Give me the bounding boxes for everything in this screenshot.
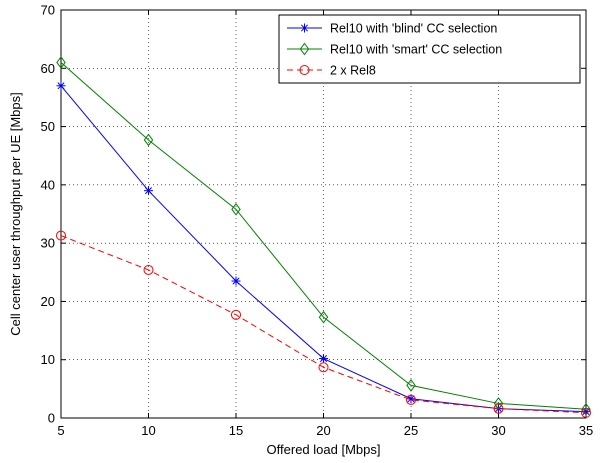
series-line (60, 62, 587, 410)
y-tick-label: 0 (48, 411, 55, 426)
data-point (143, 264, 154, 275)
series-1 (56, 56, 591, 416)
x-tick-label: 35 (579, 423, 593, 438)
legend-entry: Rel10 with 'smart' CC selection (287, 43, 502, 57)
data-point (318, 362, 329, 373)
data-point-stroke (144, 187, 153, 195)
data-point-stroke (232, 277, 240, 285)
legend-marker-stroke (300, 24, 309, 32)
data-point (56, 81, 66, 91)
data-point (143, 133, 154, 147)
y-tick-label: 30 (41, 236, 55, 251)
series-group (56, 56, 591, 418)
y-tick-label: 60 (41, 61, 55, 76)
data-point (319, 354, 328, 364)
x-tick-label: 25 (404, 423, 418, 438)
data-point (231, 309, 241, 320)
data-point (493, 403, 504, 414)
data-point-stroke (407, 395, 415, 403)
x-tick-label: 15 (229, 423, 243, 438)
legend: Rel10 with 'blind' CC selection Rel10 wit… (278, 14, 581, 84)
data-point (144, 186, 153, 196)
data-point (231, 203, 241, 216)
x-tick-label: 30 (491, 423, 505, 438)
legend-marker (300, 23, 309, 33)
y-axis-label: Cell center user throughput per UE [Mbps… (8, 92, 23, 336)
y-tick-label: 20 (41, 294, 55, 309)
legend-entry: Rel10 with 'blind' CC selection (287, 22, 497, 36)
data-point (581, 407, 591, 418)
x-axis-label: Offered load [Mbps] (267, 442, 381, 457)
legend-label: Rel10 with 'smart' CC selection (330, 43, 502, 57)
data-point-stroke (57, 82, 65, 90)
x-tick-label: 10 (141, 423, 155, 438)
data-point (56, 230, 66, 241)
axis-ticks: 5 10 15 20 25 30 35 0 10 20 30 40 50 60 70 (41, 3, 594, 439)
legend-box (278, 14, 581, 84)
data-point (231, 276, 241, 286)
data-point (406, 394, 416, 405)
y-tick-label: 40 (41, 177, 55, 192)
y-tick-label: 10 (41, 352, 55, 367)
legend-label: 2 x Rel8 (330, 64, 376, 78)
legend-label: Rel10 with 'blind' CC selection (330, 22, 497, 36)
data-point (406, 379, 416, 392)
data-point (56, 56, 66, 69)
series-line (60, 235, 587, 414)
y-tick-label: 70 (41, 3, 55, 18)
legend-marker (299, 42, 310, 56)
legend-marker (299, 65, 310, 75)
data-point-stroke (582, 408, 590, 416)
y-tick-label: 50 (41, 119, 55, 134)
data-point (581, 402, 591, 416)
data-point-stroke (319, 355, 328, 363)
series-2 (56, 230, 591, 418)
x-tick-label: 20 (316, 423, 330, 438)
data-point (318, 310, 329, 324)
x-tick-label: 5 (57, 423, 64, 438)
legend-entry: 2 x Rel8 (287, 64, 376, 78)
